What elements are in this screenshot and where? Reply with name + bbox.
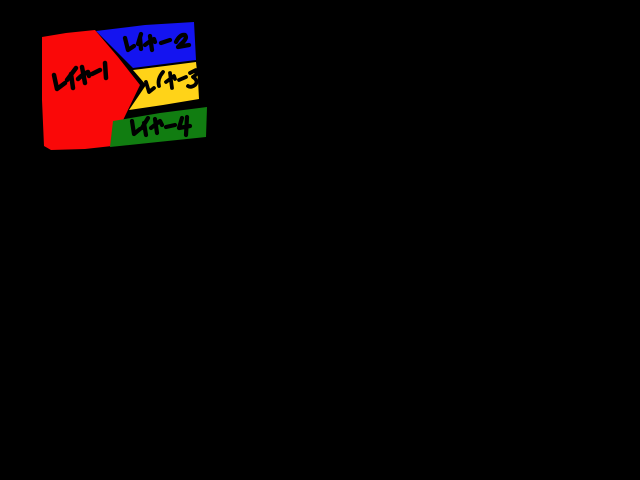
layer-1-label-handwriting xyxy=(51,60,109,92)
layer-2-label-handwriting xyxy=(122,31,192,53)
layer-1 xyxy=(42,30,140,150)
layer-3-shape xyxy=(129,62,199,110)
layer-3-label-handwriting xyxy=(144,68,199,94)
layer-4 xyxy=(110,107,207,147)
layer-3 xyxy=(129,62,199,110)
layer-4-label-handwriting xyxy=(129,114,193,138)
layer-2 xyxy=(96,22,196,68)
layer-1-shape xyxy=(42,30,140,150)
